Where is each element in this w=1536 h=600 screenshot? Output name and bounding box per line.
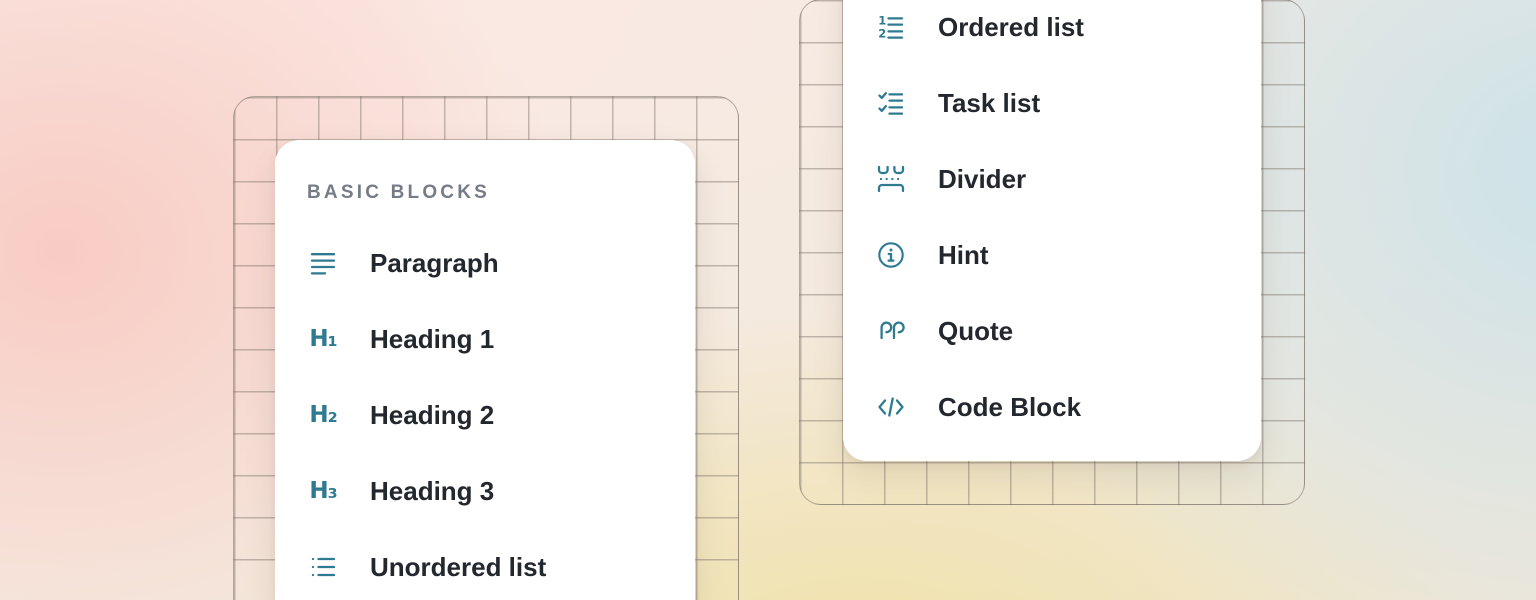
menu-item-heading-1[interactable]: H₁ Heading 1 <box>275 301 695 377</box>
basic-blocks-menu-items: Paragraph H₁ Heading 1 H₂ Heading 2 H₃ Heading… <box>275 225 695 600</box>
menu-item-label: Ordered list <box>938 11 1084 42</box>
ordered-list-icon: 1 2 <box>877 13 905 41</box>
menu-item-label: Paragraph <box>370 247 499 278</box>
menu-item-label: Heading 3 <box>370 475 495 506</box>
menu-item-label: Divider <box>938 163 1027 194</box>
menu-item-label: Quote <box>938 315 1014 346</box>
insert-blocks-menu-items: 1 2 Ordered list Task list Divider Hint … <box>843 0 1261 445</box>
menu-item-task-list[interactable]: Task list <box>843 65 1261 141</box>
paragraph-icon <box>309 249 337 277</box>
svg-text:1: 1 <box>878 14 886 27</box>
quote-icon <box>877 317 905 345</box>
heading-3-icon: H₃ <box>309 477 337 504</box>
menu-item-quote[interactable]: Quote <box>843 293 1261 369</box>
menu-item-label: Code Block <box>938 391 1082 422</box>
menu-item-label: Hint <box>938 239 989 270</box>
menu-item-heading-2[interactable]: H₂ Heading 2 <box>275 377 695 453</box>
code-block-icon <box>877 393 905 421</box>
menu-item-ordered-list[interactable]: 1 2 Ordered list <box>843 0 1261 65</box>
menu-item-label: Unordered list <box>370 551 547 582</box>
menu-item-divider[interactable]: Divider <box>843 141 1261 217</box>
basic-blocks-menu: BASIC BLOCKS Paragraph H₁ Heading 1 H₂ Headi… <box>275 140 695 600</box>
svg-text:2: 2 <box>878 26 886 40</box>
divider-icon <box>877 165 905 193</box>
menu-item-paragraph[interactable]: Paragraph <box>275 225 695 301</box>
insert-blocks-menu: 1 2 Ordered list Task list Divider Hint … <box>843 0 1261 461</box>
unordered-list-icon <box>309 553 337 581</box>
menu-item-code-block[interactable]: Code Block <box>843 369 1261 445</box>
heading-2-icon: H₂ <box>309 401 337 428</box>
menu-item-heading-3[interactable]: H₃ Heading 3 <box>275 453 695 529</box>
menu-item-label: Task list <box>938 87 1041 118</box>
menu-item-label: Heading 2 <box>370 399 495 430</box>
section-label-basic-blocks: BASIC BLOCKS <box>307 182 491 203</box>
task-list-icon <box>877 89 905 117</box>
menu-item-hint[interactable]: Hint <box>843 217 1261 293</box>
hint-icon <box>877 241 905 269</box>
menu-item-unordered-list[interactable]: Unordered list <box>275 529 695 600</box>
heading-1-icon: H₁ <box>309 325 337 352</box>
menu-item-label: Heading 1 <box>370 323 495 354</box>
